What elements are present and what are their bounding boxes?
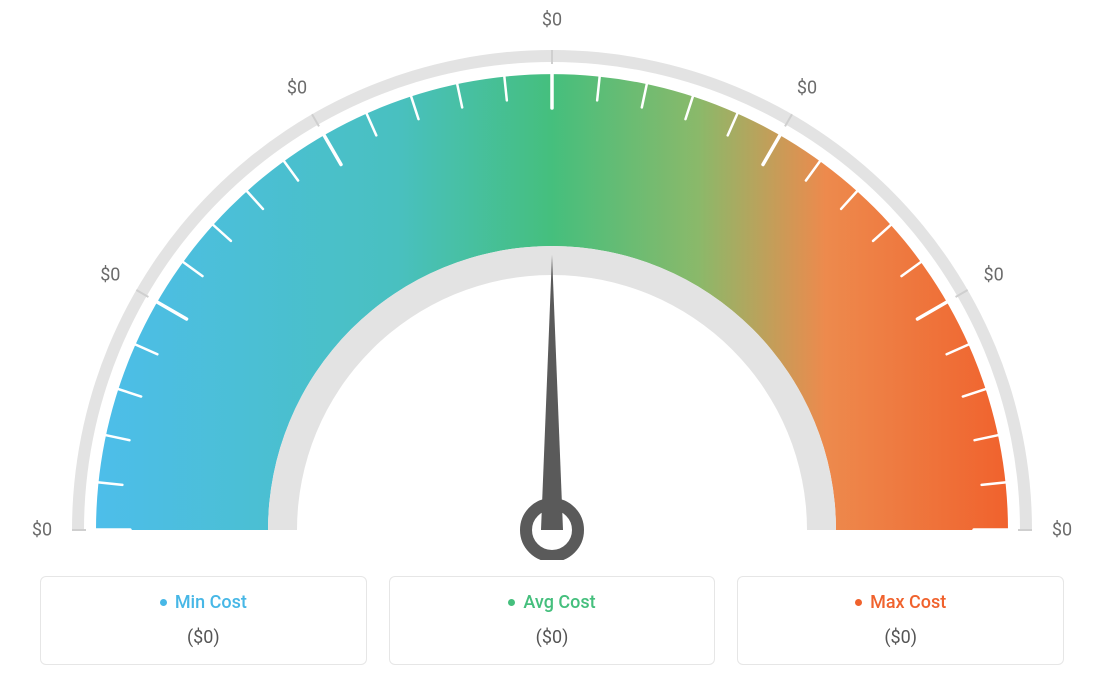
legend-label-min: Min Cost bbox=[160, 592, 247, 613]
legend-dot-icon bbox=[160, 599, 167, 606]
gauge-tick-label: $0 bbox=[984, 265, 1004, 286]
gauge-tick-label: $0 bbox=[797, 78, 817, 99]
legend-dot-icon bbox=[508, 599, 515, 606]
legend-card-min: Min Cost ($0) bbox=[40, 576, 367, 665]
legend-card-max: Max Cost ($0) bbox=[737, 576, 1064, 665]
legend-text-max: Max Cost bbox=[870, 592, 946, 613]
legend-value-min: ($0) bbox=[51, 627, 356, 648]
legend-card-avg: Avg Cost ($0) bbox=[389, 576, 716, 665]
legend-label-max: Max Cost bbox=[855, 592, 946, 613]
gauge-tick-label: $0 bbox=[100, 265, 120, 286]
legend-row: Min Cost ($0) Avg Cost ($0) Max Cost ($0… bbox=[40, 576, 1064, 665]
cost-gauge-widget: $0 $0 $0 $0 $0 $0 $0 Min Cost ($0) Avg Cost ($… bbox=[0, 0, 1104, 690]
legend-label-avg: Avg Cost bbox=[508, 592, 595, 613]
gauge-tick-label: $0 bbox=[287, 78, 307, 99]
gauge-chart: $0 $0 $0 $0 $0 $0 $0 bbox=[0, 0, 1104, 560]
gauge-tick-label: $0 bbox=[1052, 520, 1072, 541]
gauge-tick-label: $0 bbox=[32, 520, 52, 541]
legend-text-avg: Avg Cost bbox=[523, 592, 595, 613]
gauge-tick-label: $0 bbox=[542, 10, 562, 31]
legend-dot-icon bbox=[855, 599, 862, 606]
legend-value-avg: ($0) bbox=[400, 627, 705, 648]
legend-text-min: Min Cost bbox=[175, 592, 247, 613]
legend-value-max: ($0) bbox=[748, 627, 1053, 648]
